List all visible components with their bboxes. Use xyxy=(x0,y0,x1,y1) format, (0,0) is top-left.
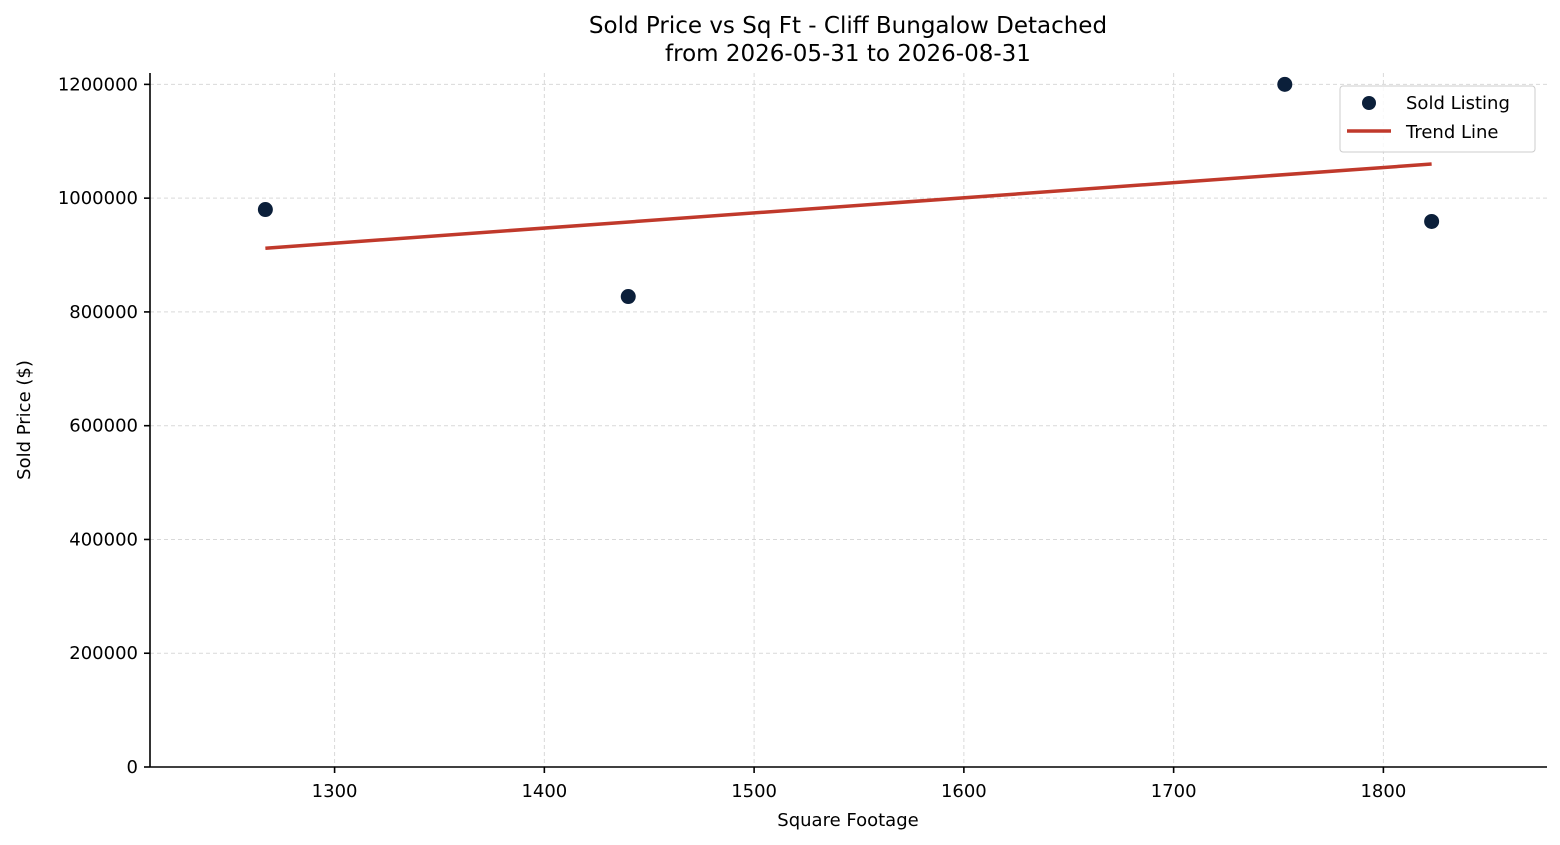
y-tick-label: 600000 xyxy=(69,416,138,437)
legend: Sold Listing Trend Line xyxy=(1339,85,1536,153)
x-tick-label: 1600 xyxy=(941,781,987,802)
y-tick-label: 1200000 xyxy=(58,74,138,95)
legend-box xyxy=(1339,85,1536,153)
y-tick-label: 200000 xyxy=(69,643,138,664)
sold-listing-point xyxy=(1424,213,1440,229)
x-tick-label: 1800 xyxy=(1360,781,1406,802)
chart-subtitle: from 2026-05-31 to 2026-08-31 xyxy=(665,41,1031,67)
legend-label-sold-listing: Sold Listing xyxy=(1406,93,1510,114)
trend-line-layer xyxy=(265,162,1432,250)
legend-label-trend-line: Trend Line xyxy=(1405,122,1499,143)
legend-marker-sold-listing xyxy=(1362,96,1376,110)
sold-listing-point xyxy=(620,289,636,305)
sold-listing-point xyxy=(257,202,273,218)
points-layer xyxy=(257,76,1440,305)
y-tick-label: 800000 xyxy=(69,302,138,323)
y-tick-label: 400000 xyxy=(69,529,138,550)
x-tick-label: 1400 xyxy=(521,781,567,802)
x-tick-label: 1700 xyxy=(1151,781,1197,802)
x-axis-label: Square Footage xyxy=(777,810,918,831)
y-tick-label: 1000000 xyxy=(58,188,138,209)
grid xyxy=(150,73,1547,767)
y-ticks: 0 200000 400000 600000 800000 1000000 1200000 xyxy=(58,74,150,778)
y-axis-label: Sold Price ($) xyxy=(14,360,35,480)
y-tick-label: 0 xyxy=(127,757,138,778)
chart-title: Sold Price vs Sq Ft - Cliff Bungalow Det… xyxy=(589,13,1107,39)
x-tick-label: 1300 xyxy=(312,781,358,802)
trend-line xyxy=(265,162,1432,250)
sold-listing-point xyxy=(1277,76,1293,92)
x-tick-label: 1500 xyxy=(731,781,777,802)
x-ticks: 1300 1400 1500 1600 1700 1800 xyxy=(312,767,1406,802)
